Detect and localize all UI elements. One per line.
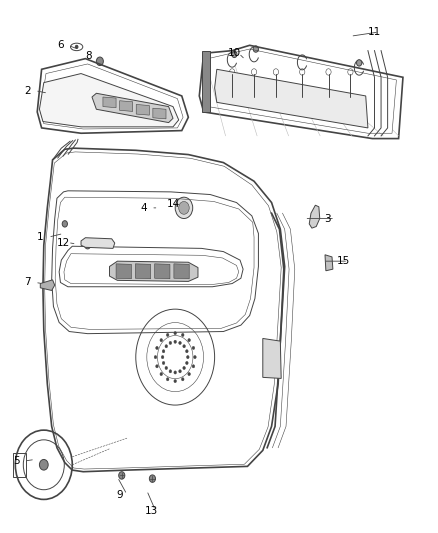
Text: 10: 10 [228, 49, 241, 58]
Polygon shape [174, 264, 189, 279]
Polygon shape [92, 93, 173, 123]
Text: 13: 13 [145, 506, 158, 515]
Text: 12: 12 [57, 238, 70, 247]
Polygon shape [325, 255, 333, 271]
Circle shape [179, 370, 181, 373]
Bar [265, 353, 278, 361]
Circle shape [161, 356, 164, 359]
Circle shape [192, 365, 195, 368]
Text: 6: 6 [57, 41, 64, 50]
Circle shape [181, 378, 184, 381]
Polygon shape [135, 264, 151, 279]
Text: 11: 11 [368, 27, 381, 37]
Circle shape [154, 356, 157, 359]
Circle shape [62, 221, 67, 227]
Polygon shape [116, 264, 131, 279]
Circle shape [174, 371, 177, 374]
Text: 2: 2 [24, 86, 31, 95]
Circle shape [181, 333, 184, 336]
Circle shape [149, 475, 155, 482]
Circle shape [39, 459, 48, 470]
Circle shape [179, 341, 181, 344]
Polygon shape [263, 338, 281, 378]
Circle shape [187, 356, 189, 359]
Circle shape [174, 340, 177, 343]
Text: 8: 8 [85, 51, 92, 61]
Text: 4: 4 [140, 203, 147, 213]
Text: 1: 1 [37, 232, 44, 242]
Circle shape [174, 379, 177, 383]
Circle shape [160, 338, 162, 342]
Circle shape [155, 346, 158, 350]
Circle shape [96, 57, 103, 66]
Polygon shape [309, 205, 320, 228]
Text: 3: 3 [324, 214, 331, 223]
Circle shape [253, 46, 258, 52]
Circle shape [183, 345, 185, 348]
Circle shape [192, 346, 195, 350]
Polygon shape [39, 74, 179, 127]
Text: 9: 9 [116, 490, 123, 499]
Bar [265, 364, 278, 372]
Circle shape [119, 472, 125, 479]
Circle shape [169, 341, 172, 344]
Circle shape [165, 366, 168, 369]
Polygon shape [153, 108, 166, 119]
Circle shape [357, 60, 362, 66]
Circle shape [162, 361, 165, 365]
Circle shape [183, 366, 185, 369]
Polygon shape [110, 261, 198, 281]
Polygon shape [202, 51, 210, 112]
Circle shape [188, 338, 191, 342]
Circle shape [186, 350, 188, 353]
Circle shape [174, 332, 177, 335]
Circle shape [160, 373, 162, 376]
Polygon shape [215, 69, 368, 128]
Circle shape [166, 333, 169, 336]
Circle shape [188, 373, 191, 376]
Circle shape [175, 197, 193, 219]
Circle shape [165, 345, 168, 348]
Polygon shape [120, 101, 133, 111]
Text: 14: 14 [166, 199, 180, 208]
Text: 5: 5 [13, 456, 20, 466]
Bar [265, 343, 278, 351]
Polygon shape [136, 104, 149, 115]
Circle shape [169, 370, 172, 373]
Circle shape [162, 350, 165, 353]
Text: 7: 7 [24, 278, 31, 287]
Polygon shape [155, 264, 170, 279]
Polygon shape [40, 280, 55, 290]
Circle shape [186, 361, 188, 365]
Polygon shape [103, 97, 116, 108]
Circle shape [155, 365, 158, 368]
Circle shape [75, 45, 78, 49]
Polygon shape [81, 238, 115, 248]
Circle shape [85, 241, 91, 249]
Text: 15: 15 [337, 256, 350, 266]
Circle shape [179, 201, 189, 214]
Circle shape [166, 378, 169, 381]
Circle shape [232, 51, 237, 58]
Circle shape [194, 356, 196, 359]
